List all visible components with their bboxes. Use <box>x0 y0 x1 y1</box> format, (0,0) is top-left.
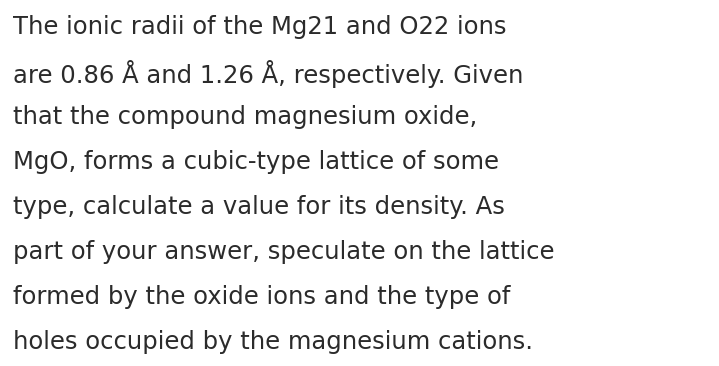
Text: part of your answer, speculate on the lattice: part of your answer, speculate on the la… <box>13 240 554 264</box>
Text: are 0.86 Å and 1.26 Å, respectively. Given: are 0.86 Å and 1.26 Å, respectively. Giv… <box>13 60 523 88</box>
Text: MgO, forms a cubic-type lattice of some: MgO, forms a cubic-type lattice of some <box>13 150 499 174</box>
Text: that the compound magnesium oxide,: that the compound magnesium oxide, <box>13 105 477 129</box>
Text: formed by the oxide ions and the type of: formed by the oxide ions and the type of <box>13 285 510 309</box>
Text: The ionic radii of the Mg21 and O22 ions: The ionic radii of the Mg21 and O22 ions <box>13 15 506 39</box>
Text: type, calculate a value for its density. As: type, calculate a value for its density.… <box>13 195 505 219</box>
Text: holes occupied by the magnesium cations.: holes occupied by the magnesium cations. <box>13 330 533 354</box>
